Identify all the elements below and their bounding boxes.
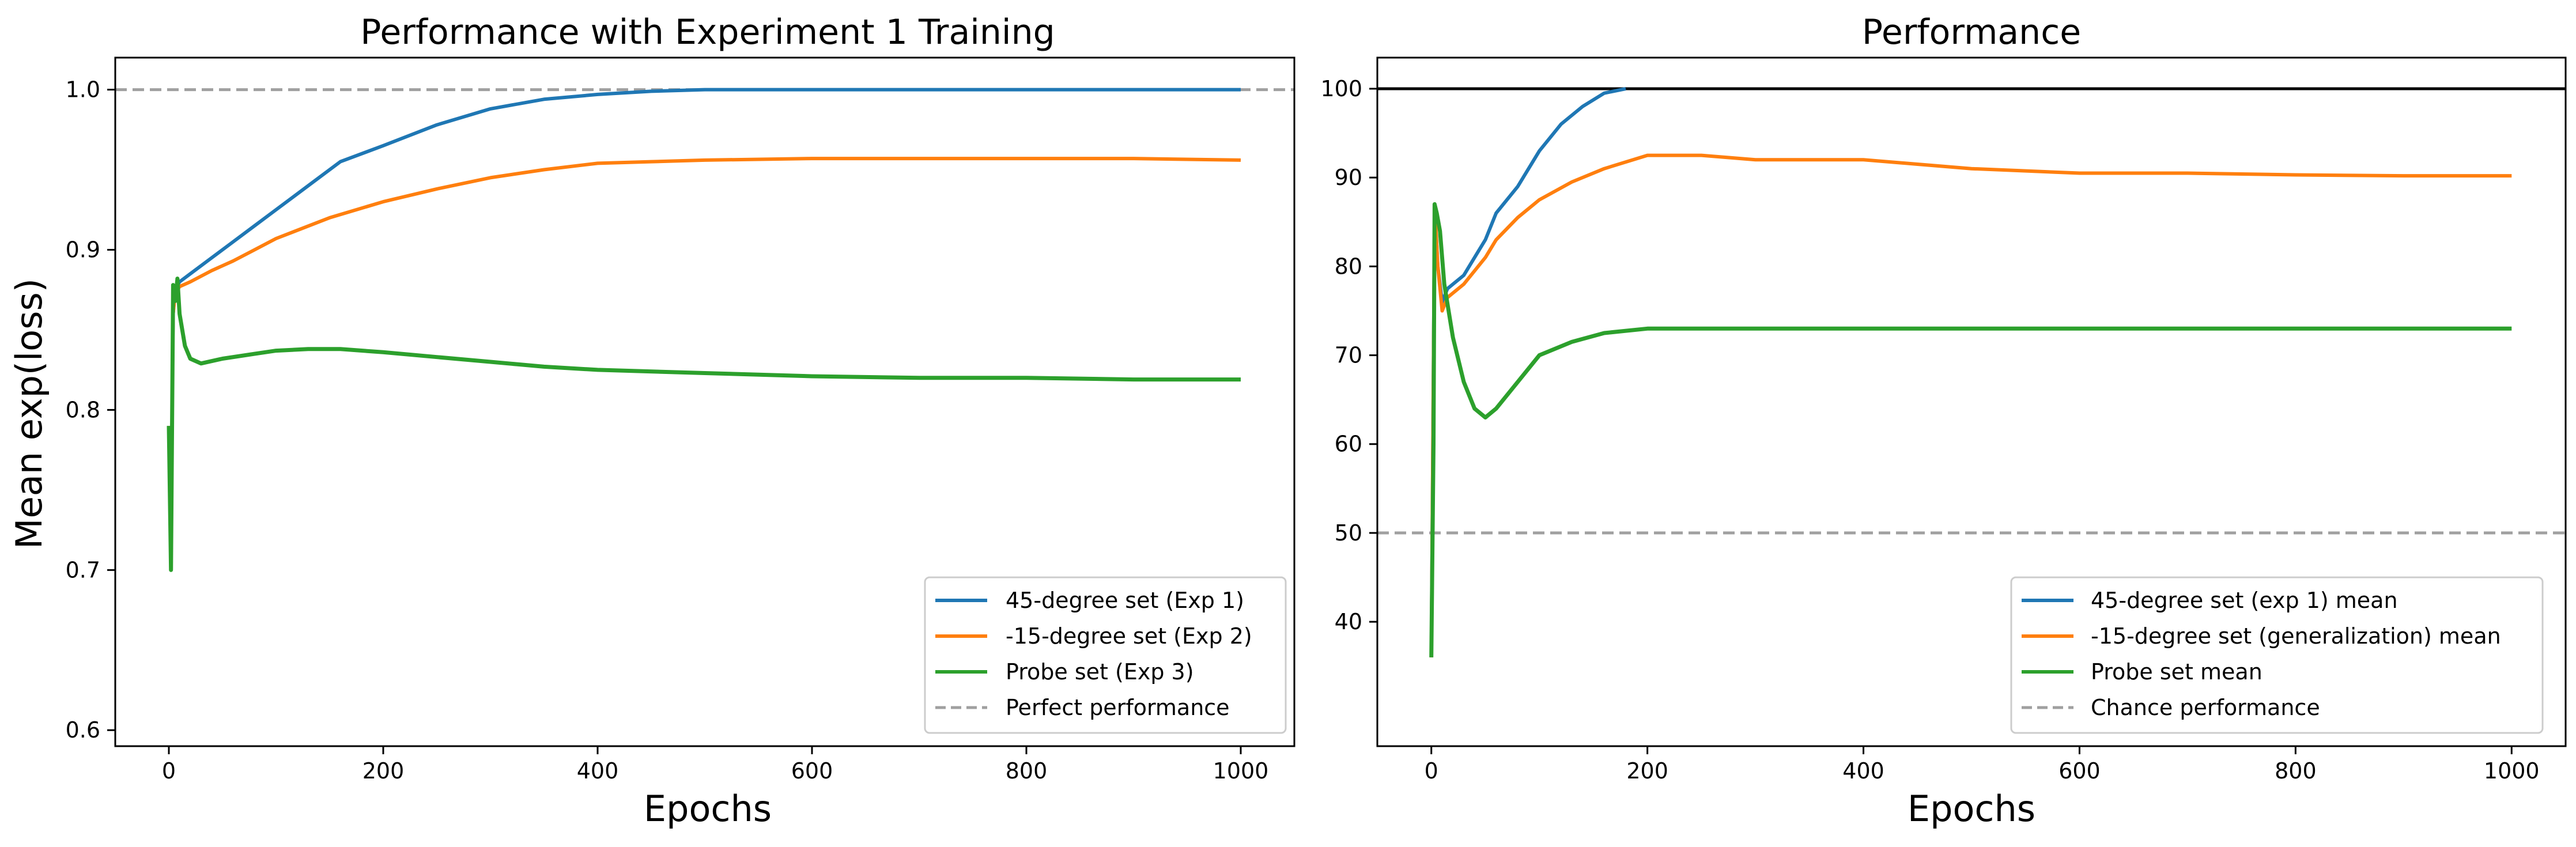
y-tick-label: 1.0 <box>66 77 100 103</box>
x-axis-title: Epochs <box>1908 788 2035 830</box>
x-tick-label: 1000 <box>2484 758 2540 784</box>
y-tick-label: 100 <box>1320 76 1362 101</box>
x-tick-label: 200 <box>362 758 405 784</box>
x-tick-label: 400 <box>577 758 619 784</box>
x-tick-label: 1000 <box>1213 758 1269 784</box>
x-tick-label: 800 <box>1006 758 1048 784</box>
chart-title: Performance <box>1862 12 2081 52</box>
legend-label-reference: Perfect performance <box>1006 695 1230 720</box>
y-tick-label: 0.8 <box>66 397 100 422</box>
legend-label-reference: Chance performance <box>2091 695 2320 720</box>
series-line-3 <box>1429 202 2512 657</box>
x-tick-label: 600 <box>791 758 833 784</box>
y-tick-label: 90 <box>1335 165 1362 190</box>
legend-label-series-1: 45-degree set (Exp 1) <box>1006 588 1244 613</box>
legend-box <box>2010 576 2544 734</box>
y-tick-label: 0.7 <box>66 557 100 583</box>
legend: 45-degree set (Exp 1) -15-degree set (Ex… <box>924 576 1287 734</box>
y-tick-label: 0.6 <box>66 717 100 743</box>
chart-title: Performance with Experiment 1 Training <box>360 12 1055 52</box>
chart-left: Performance with Experiment 1 Training 0… <box>8 12 1295 830</box>
y-tick-label: 50 <box>1335 520 1362 546</box>
plot-area: 0 200 400 600 800 1000 0.6 0.7 0.8 0.9 1.0 <box>66 56 1295 784</box>
y-tick-label: 60 <box>1335 432 1362 457</box>
legend-label-series-3: Probe set mean <box>2091 659 2263 685</box>
legend-box <box>924 576 1287 734</box>
legend: 45-degree set (exp 1) mean -15-degree se… <box>2010 576 2544 734</box>
y-tick-label: 40 <box>1335 609 1362 634</box>
series-layer <box>1377 87 2566 657</box>
y-tick-label: 80 <box>1335 254 1362 279</box>
legend-label-series-3: Probe set (Exp 3) <box>1006 659 1194 685</box>
axes-frame <box>1376 56 2567 747</box>
legend-label-series-2: -15-degree set (generalization) mean <box>2091 623 2501 649</box>
legend-label-series-2: -15-degree set (Exp 2) <box>1006 623 1252 649</box>
x-axis-title: Epochs <box>644 788 772 830</box>
series-line-2 <box>1429 153 2512 657</box>
x-tick-label: 200 <box>1626 758 1668 784</box>
series-line-3 <box>167 277 1241 572</box>
x-tick-label: 800 <box>2275 758 2317 784</box>
y-axis-title: Mean exp(loss) <box>8 278 50 549</box>
axes-frame <box>114 56 1295 747</box>
legend-label-series-1: 45-degree set (exp 1) mean <box>2091 588 2398 613</box>
x-tick-label: 400 <box>1842 758 1884 784</box>
chart-right: Performance 0 200 400 600 800 1000 40 50 60 70 80 9… <box>1320 12 2567 830</box>
x-tick-label: 0 <box>1425 758 1438 784</box>
plot-area: 0 200 400 600 800 1000 40 50 60 70 80 90 100 <box>1320 56 2567 784</box>
y-tick-label: 0.9 <box>66 237 100 262</box>
x-tick-label: 0 <box>162 758 176 784</box>
x-tick-label: 600 <box>2058 758 2101 784</box>
series-layer <box>115 88 1294 572</box>
y-tick-label: 70 <box>1335 343 1362 368</box>
